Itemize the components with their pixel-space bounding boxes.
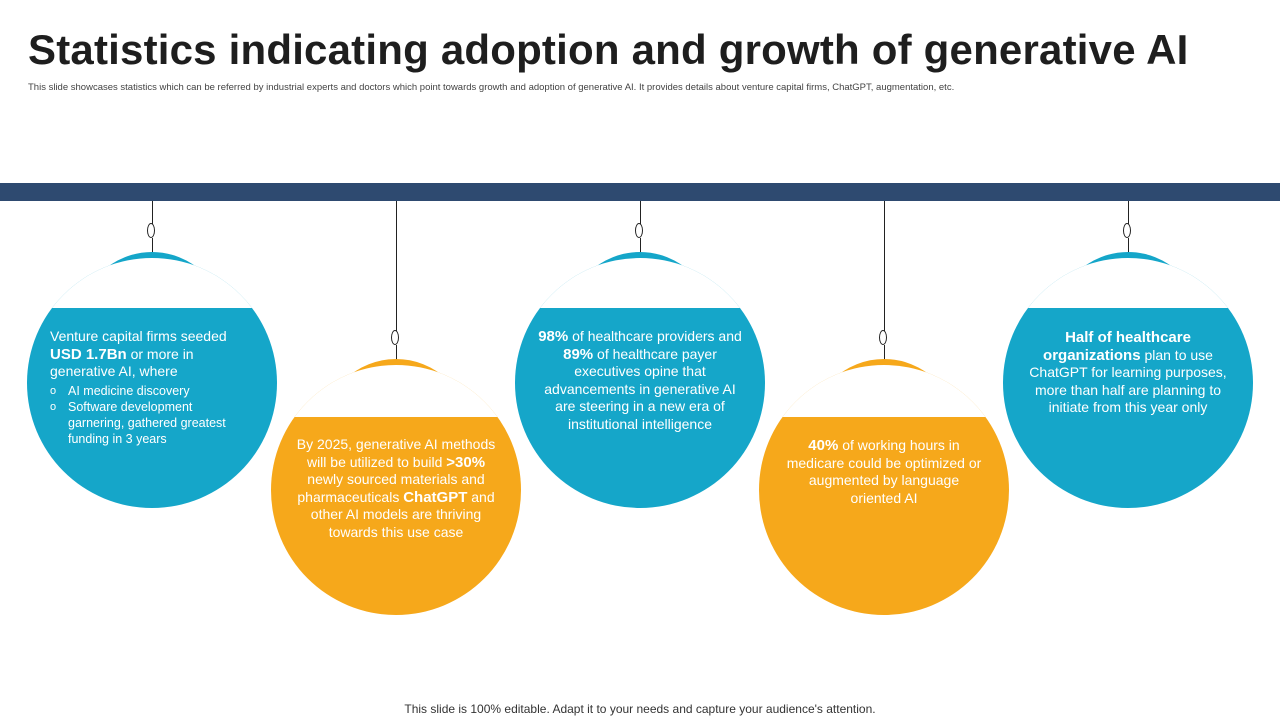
card-text: 40% of working hours in medicare could b…: [786, 437, 982, 506]
hanging-string: [152, 238, 153, 254]
card-text: Half of healthcare organizations plan to…: [1029, 329, 1227, 415]
card-text: 98% of healthcare providers and 89% of h…: [538, 328, 742, 432]
page-title: Statistics indicating adoption and growt…: [28, 26, 1189, 73]
hanging-string: [396, 201, 397, 332]
card-disc: [515, 258, 765, 508]
hanging-loop: [1123, 223, 1131, 238]
bullet-item: AI medicine discovery: [50, 383, 250, 399]
hanging-string: [1128, 201, 1129, 225]
hanging-loop: [635, 223, 643, 238]
hanging-string: [152, 201, 153, 225]
hanging-loop: [879, 330, 887, 345]
hanging-loop: [147, 223, 155, 238]
hanging-string: [1128, 238, 1129, 254]
card-disc: [271, 365, 521, 615]
card-text: Venture capital firms seeded USD 1.7Bn o…: [50, 328, 250, 447]
hanging-loop: [391, 330, 399, 345]
card-disc: [759, 365, 1009, 615]
card-text: By 2025, generative AI methods will be u…: [296, 436, 496, 540]
hanging-string: [884, 201, 885, 332]
page-subtitle: This slide showcases statistics which ca…: [28, 82, 955, 93]
hanging-string: [640, 201, 641, 225]
footer-note: This slide is 100% editable. Adapt it to…: [404, 702, 876, 716]
hanging-string: [640, 238, 641, 254]
card-bullets: AI medicine discovery Software developme…: [50, 383, 250, 447]
bullet-item: Software development garnering, gathered…: [50, 399, 250, 447]
hanging-string: [396, 345, 397, 361]
hanger-bar: [0, 183, 1280, 201]
card-disc: [1003, 258, 1253, 508]
hanging-string: [884, 345, 885, 361]
